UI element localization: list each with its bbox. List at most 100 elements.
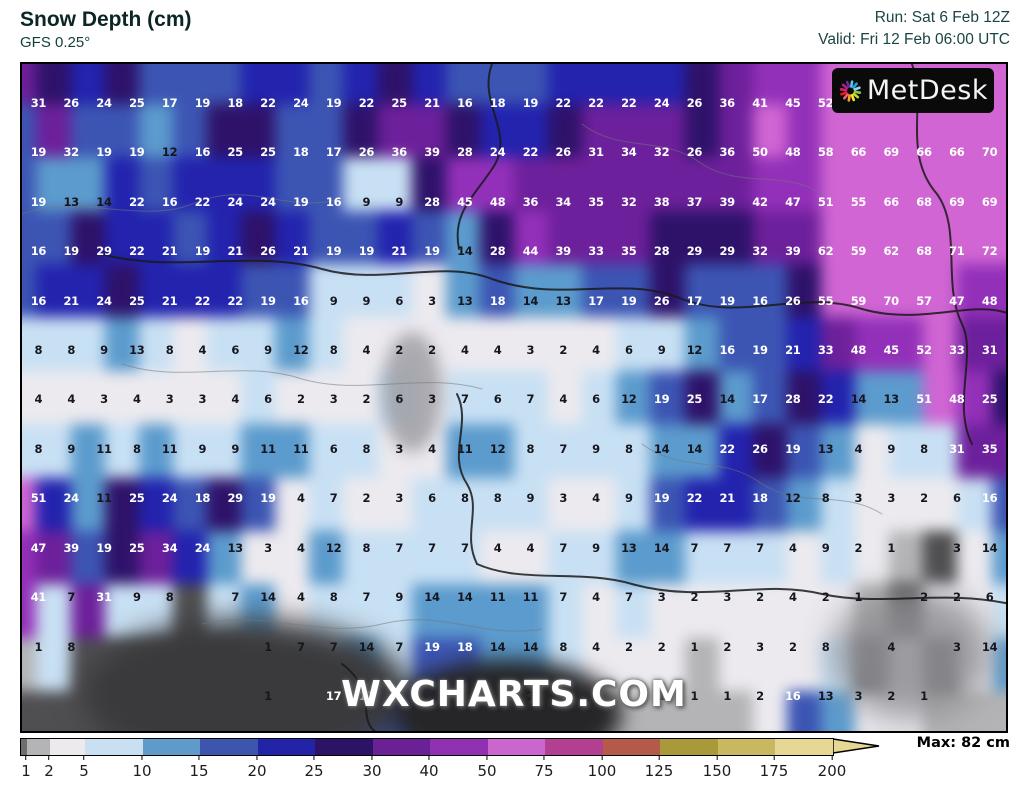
snow-depth-value: 9 (526, 491, 535, 506)
snow-depth-value: 11 (457, 441, 473, 456)
map-color-cell (343, 530, 378, 585)
snow-depth-value: 2 (756, 590, 764, 605)
snow-depth-value: 3 (526, 343, 535, 358)
map-color-cell (241, 264, 276, 318)
colorbar-tick-label: 25 (304, 756, 323, 780)
snow-depth-value: 7 (624, 590, 633, 605)
snow-depth-value: 66 (916, 145, 932, 160)
snow-depth-value: 9 (231, 441, 240, 456)
map-color-cell (309, 104, 344, 158)
snow-depth-value: 26 (260, 244, 276, 259)
map-color-cell (22, 530, 37, 585)
snow-depth-value: 7 (329, 491, 338, 506)
colorbar-tick-label: 10 (132, 756, 151, 780)
map-color-cell (309, 317, 344, 371)
snow-depth-value (219, 622, 252, 671)
snow-depth-value: 21 (161, 293, 178, 308)
map-color-cell (923, 370, 958, 425)
snow-depth-value: 4 (559, 392, 568, 407)
snow-depth-value: 26 (686, 145, 703, 160)
snow-depth-value: 70 (981, 145, 998, 160)
map-color-cell (786, 530, 822, 585)
map-color-cell (821, 424, 856, 478)
map-color-cell (36, 370, 71, 425)
map-color-cell (377, 530, 412, 585)
snow-depth-value: 33 (949, 343, 965, 358)
snow-depth-value: 12 (621, 392, 637, 407)
map-color-cell (684, 584, 719, 638)
map-color-cell (991, 424, 1006, 478)
colorbar (20, 738, 883, 756)
map-color-cell (684, 477, 719, 531)
snow-depth-value: 22 (227, 293, 243, 308)
map-color-cell (821, 157, 856, 211)
snow-depth-value: 2 (362, 491, 371, 506)
map-color-cell (70, 210, 105, 265)
map-color-cell (582, 210, 617, 265)
snow-depth-value: 22 (260, 95, 276, 110)
snow-depth-value: 7 (329, 639, 338, 654)
snow-depth-value: 25 (129, 540, 145, 555)
snow-depth-value: 4 (592, 639, 600, 654)
snow-depth-value: 9 (657, 343, 666, 358)
snow-depth-value: 25 (686, 392, 703, 407)
map-color-cell (479, 157, 514, 211)
snow-depth-value: 7 (395, 639, 404, 654)
snow-depth-value: 19 (129, 145, 145, 160)
snow-depth-value: 26 (653, 293, 670, 308)
snow-depth-value: 58 (817, 145, 834, 160)
map-color-cell (718, 104, 753, 158)
snow-depth-value: 2 (854, 540, 863, 555)
snow-depth-value: 4 (67, 392, 76, 407)
snow-depth-value: 6 (231, 343, 240, 358)
map-color-cell (138, 424, 173, 478)
snow-depth-value: 25 (129, 293, 145, 308)
snow-depth-grid: 31 26 24 25 17 19 18 22 24 19 22 25 21 16 18 19 22 22 22 24… (22, 78, 1006, 721)
map-color-cell (241, 157, 276, 211)
snow-depth-value: 4 (788, 590, 797, 605)
colorbar-tick-label: 75 (534, 756, 553, 780)
snow-depth-value: 25 (129, 491, 145, 506)
snow-depth-value: 8 (329, 343, 338, 358)
map-color-cell (548, 584, 583, 638)
map-color-cell (70, 530, 105, 585)
map-color-cell (684, 690, 719, 731)
snow-depth-value: 7 (395, 540, 404, 555)
map-color-cell (718, 317, 753, 371)
snow-depth-value: 3 (329, 392, 338, 407)
snow-depth-value: 17 (325, 145, 342, 160)
map-color-cell (582, 104, 617, 158)
snow-depth-value: 32 (63, 145, 79, 160)
map-color-cell (22, 157, 37, 211)
map-color-cell (138, 264, 173, 318)
map-color-cell (70, 317, 105, 371)
map-color-cell (377, 584, 412, 638)
map-color-cell (309, 210, 344, 265)
snow-depth-value: 47 (785, 194, 801, 209)
snow-depth-value: 2 (821, 590, 830, 605)
snow-depth-value: 57 (916, 293, 932, 308)
map-color-cell (752, 317, 787, 371)
metdesk-logo: MetDesk (832, 68, 994, 113)
map-color-cell (138, 210, 173, 265)
snow-depth-value: 45 (457, 194, 473, 209)
map-color-cell (207, 210, 242, 265)
snow-depth-value: 3 (952, 540, 961, 555)
snow-depth-value: 7 (460, 540, 469, 555)
snow-depth-value: 14 (260, 590, 276, 605)
map-color-cell (241, 104, 276, 158)
colorbar-tick-label: 200 (818, 756, 847, 780)
map-color-cell (786, 64, 822, 105)
map-color-cell (411, 477, 446, 531)
snow-depth-value: 6 (428, 491, 436, 506)
map-color-cell (138, 64, 173, 105)
snow-depth-value: 39 (785, 244, 801, 259)
map-color-cell (172, 530, 207, 585)
snow-depth-value: 16 (325, 194, 342, 209)
map-color-cell (752, 210, 787, 265)
snow-depth-value: 6 (985, 590, 994, 605)
map-color-cell (104, 530, 139, 585)
map-color-cell (514, 424, 549, 478)
map-color-cell (582, 264, 617, 318)
snow-depth-value: 14 (96, 194, 112, 209)
